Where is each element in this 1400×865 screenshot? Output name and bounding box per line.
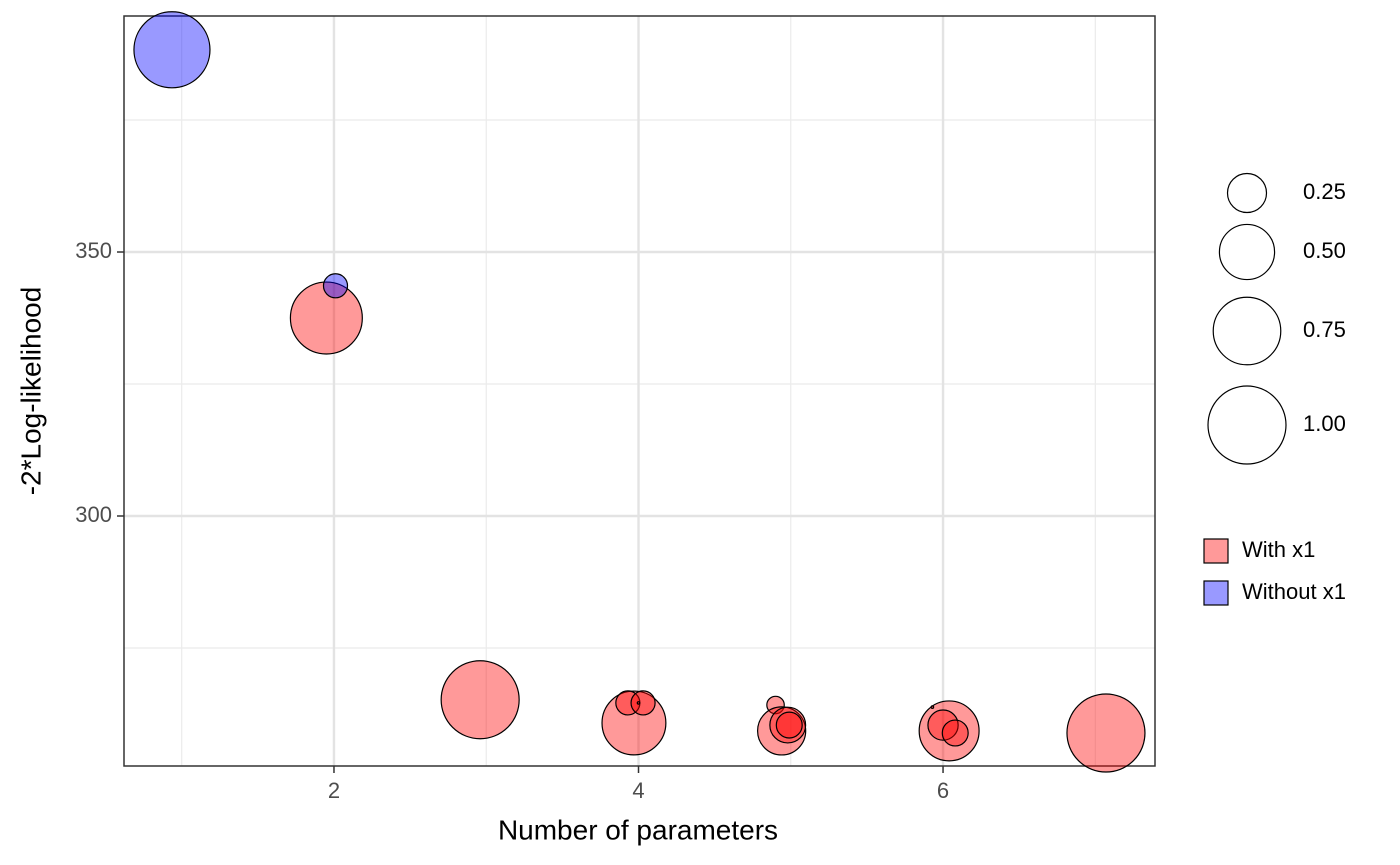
legend-label: Without x1	[1242, 579, 1346, 604]
bubble	[601, 690, 667, 756]
bubble	[769, 706, 807, 744]
bubble	[930, 705, 935, 709]
y-axis-title: -2*Log-likelihood	[15, 287, 46, 496]
bubble	[757, 706, 807, 756]
bubble	[289, 281, 363, 355]
bubble	[440, 660, 520, 740]
x-tick-label: 4	[632, 778, 644, 803]
bubble	[630, 690, 656, 716]
size-legend-key	[1218, 223, 1276, 281]
bubble	[775, 711, 803, 739]
size-legend-label: 1.00	[1303, 411, 1346, 436]
bubble	[918, 700, 980, 762]
x-tick-label: 2	[328, 778, 340, 803]
bubble	[941, 719, 969, 747]
y-tick-label: 300	[75, 502, 112, 527]
y-tick-label: 350	[75, 238, 112, 263]
size-legend-key	[1207, 385, 1287, 465]
plot-border	[123, 15, 1156, 767]
x-axis-title: Number of parameters	[498, 814, 778, 845]
size-legend-label: 0.25	[1303, 179, 1346, 204]
bubble	[1066, 693, 1146, 773]
size-legend-label: 0.75	[1303, 317, 1346, 342]
bubble	[322, 273, 349, 299]
size-legend-key	[1226, 172, 1268, 214]
bubble	[927, 709, 959, 741]
legend-label: With x1	[1242, 537, 1315, 562]
legend-key	[1203, 538, 1229, 564]
x-tick-label: 6	[937, 778, 949, 803]
bubble	[133, 11, 211, 89]
legend-key	[1203, 580, 1229, 606]
bubble	[636, 701, 641, 705]
size-legend-label: 0.50	[1303, 238, 1346, 263]
size-legend-key	[1212, 296, 1282, 366]
